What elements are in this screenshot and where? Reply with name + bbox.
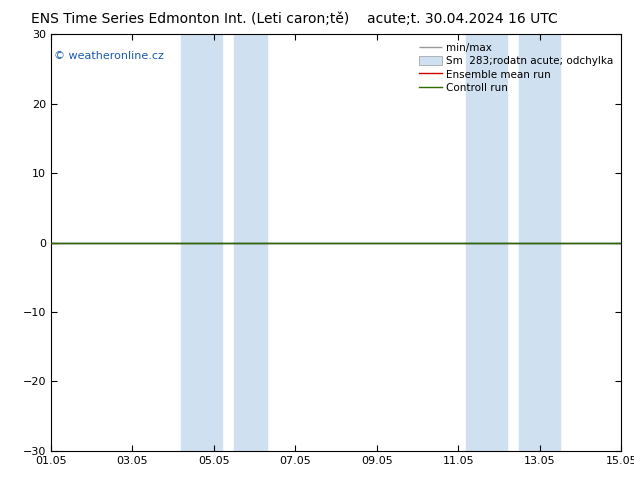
- Bar: [181, 34, 222, 451]
- Legend: min/max, Sm  283;rodatn acute; odchylka, Ensemble mean run, Controll run: min/max, Sm 283;rodatn acute; odchylka, …: [415, 40, 616, 96]
- Text: acute;t. 30.04.2024 16 UTC: acute;t. 30.04.2024 16 UTC: [368, 12, 558, 26]
- Text: ENS Time Series Edmonton Int. (Leti caron;tě): ENS Time Series Edmonton Int. (Leti caro…: [31, 12, 349, 26]
- Bar: [519, 34, 560, 451]
- Text: © weatheronline.cz: © weatheronline.cz: [53, 51, 164, 61]
- Bar: [467, 34, 507, 451]
- Bar: [234, 34, 267, 451]
